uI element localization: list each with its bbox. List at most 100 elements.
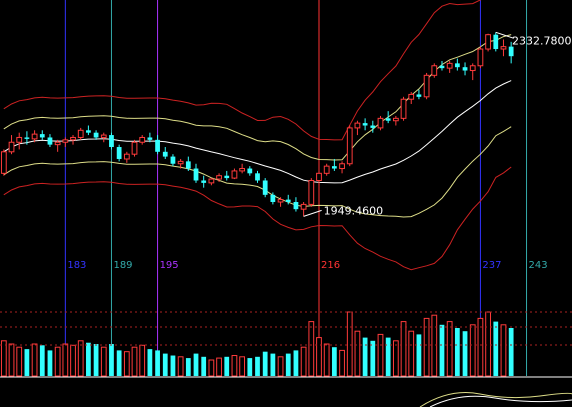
candle bbox=[231, 168, 238, 180]
candle bbox=[255, 170, 260, 183]
candle bbox=[362, 118, 368, 131]
volume-bar bbox=[162, 353, 168, 376]
volume-bar bbox=[270, 353, 276, 376]
volume-bar bbox=[54, 346, 61, 377]
candle bbox=[177, 158, 184, 169]
candle bbox=[170, 154, 176, 167]
candle bbox=[77, 127, 84, 140]
volume-bar bbox=[462, 331, 468, 376]
candle bbox=[285, 194, 291, 205]
volume-bar bbox=[262, 351, 268, 376]
volume-bar bbox=[508, 328, 514, 376]
volume-bar bbox=[339, 349, 345, 377]
candle bbox=[123, 151, 130, 163]
candle bbox=[147, 132, 153, 143]
volume-bar bbox=[239, 356, 246, 377]
volume-bar bbox=[155, 350, 160, 376]
candle bbox=[70, 135, 76, 145]
candle bbox=[416, 89, 422, 100]
volume-bar bbox=[109, 344, 114, 376]
volume-bar bbox=[123, 351, 130, 377]
volume-bar bbox=[31, 343, 38, 377]
volume-bar bbox=[469, 324, 476, 377]
oscillator-line bbox=[419, 392, 572, 407]
x-axis-labels: 183189195216237243249 bbox=[67, 260, 548, 271]
candle bbox=[408, 92, 415, 104]
volume-bar bbox=[331, 347, 337, 376]
x-label-189: 189 bbox=[113, 260, 132, 271]
volume-bar bbox=[300, 346, 307, 377]
volume-bar bbox=[24, 349, 30, 376]
volume-bar bbox=[62, 343, 69, 377]
candle bbox=[277, 197, 284, 207]
volume-bar bbox=[224, 356, 230, 376]
outer-upper-band bbox=[3, 0, 482, 141]
volume-bar bbox=[370, 340, 376, 376]
volume-bar bbox=[8, 343, 15, 377]
volume-bar bbox=[323, 343, 330, 377]
volume-bar bbox=[423, 317, 430, 377]
candle bbox=[62, 137, 69, 148]
candle bbox=[224, 170, 230, 181]
inner-lower-band bbox=[3, 126, 512, 218]
volume-bar bbox=[392, 340, 399, 377]
annotations: 2332.7800 1949.4600 bbox=[303, 31, 572, 217]
candle bbox=[439, 60, 445, 71]
candle bbox=[316, 170, 322, 186]
volume-bar bbox=[408, 330, 415, 377]
candle bbox=[293, 197, 299, 212]
candle bbox=[308, 178, 315, 207]
volume-bar bbox=[485, 311, 491, 377]
candle bbox=[131, 139, 138, 157]
vertical-markers bbox=[64, 0, 528, 376]
x-label-243: 243 bbox=[529, 260, 548, 271]
volume-bar bbox=[201, 356, 207, 376]
candle bbox=[354, 120, 361, 136]
volume-bar bbox=[285, 353, 291, 376]
volume-bar bbox=[416, 334, 422, 376]
candle bbox=[185, 156, 191, 171]
candle bbox=[162, 147, 168, 159]
candle bbox=[500, 39, 507, 57]
candle bbox=[31, 130, 38, 143]
volume-bar bbox=[277, 356, 284, 377]
volume-bar bbox=[177, 356, 184, 377]
high-annotation-label: 2332.7800 bbox=[512, 34, 572, 47]
x-label-237: 237 bbox=[482, 260, 501, 271]
candle bbox=[16, 132, 23, 150]
candle bbox=[446, 60, 453, 73]
candle bbox=[385, 111, 391, 124]
volume-bar bbox=[70, 344, 76, 377]
volume-bar bbox=[500, 324, 507, 377]
volume-bar bbox=[354, 330, 361, 377]
middle-band bbox=[3, 80, 512, 184]
candle bbox=[508, 41, 514, 64]
candles bbox=[0, 32, 514, 217]
volume-bar bbox=[86, 342, 91, 376]
candle bbox=[423, 72, 430, 100]
volume-bar bbox=[193, 353, 199, 376]
candle bbox=[39, 130, 45, 140]
candle bbox=[377, 115, 384, 131]
candle bbox=[208, 178, 215, 186]
x-label-195: 195 bbox=[160, 260, 179, 271]
volume-bar bbox=[47, 350, 53, 376]
volume-bars bbox=[0, 311, 514, 377]
volume-bar bbox=[39, 345, 45, 376]
candle bbox=[93, 130, 99, 140]
volume-bar bbox=[477, 317, 484, 377]
volume-bar bbox=[446, 321, 453, 377]
candle bbox=[247, 166, 253, 176]
candle bbox=[454, 58, 460, 71]
candle bbox=[493, 32, 499, 52]
volume-bar bbox=[255, 356, 260, 376]
candle bbox=[116, 144, 122, 162]
candle bbox=[469, 63, 476, 81]
candle bbox=[139, 135, 146, 145]
volume-bar bbox=[147, 349, 153, 376]
candle bbox=[100, 132, 107, 143]
candle bbox=[485, 33, 491, 52]
volume-bar bbox=[293, 350, 299, 376]
volume-bar bbox=[116, 350, 122, 376]
candle bbox=[331, 158, 337, 171]
